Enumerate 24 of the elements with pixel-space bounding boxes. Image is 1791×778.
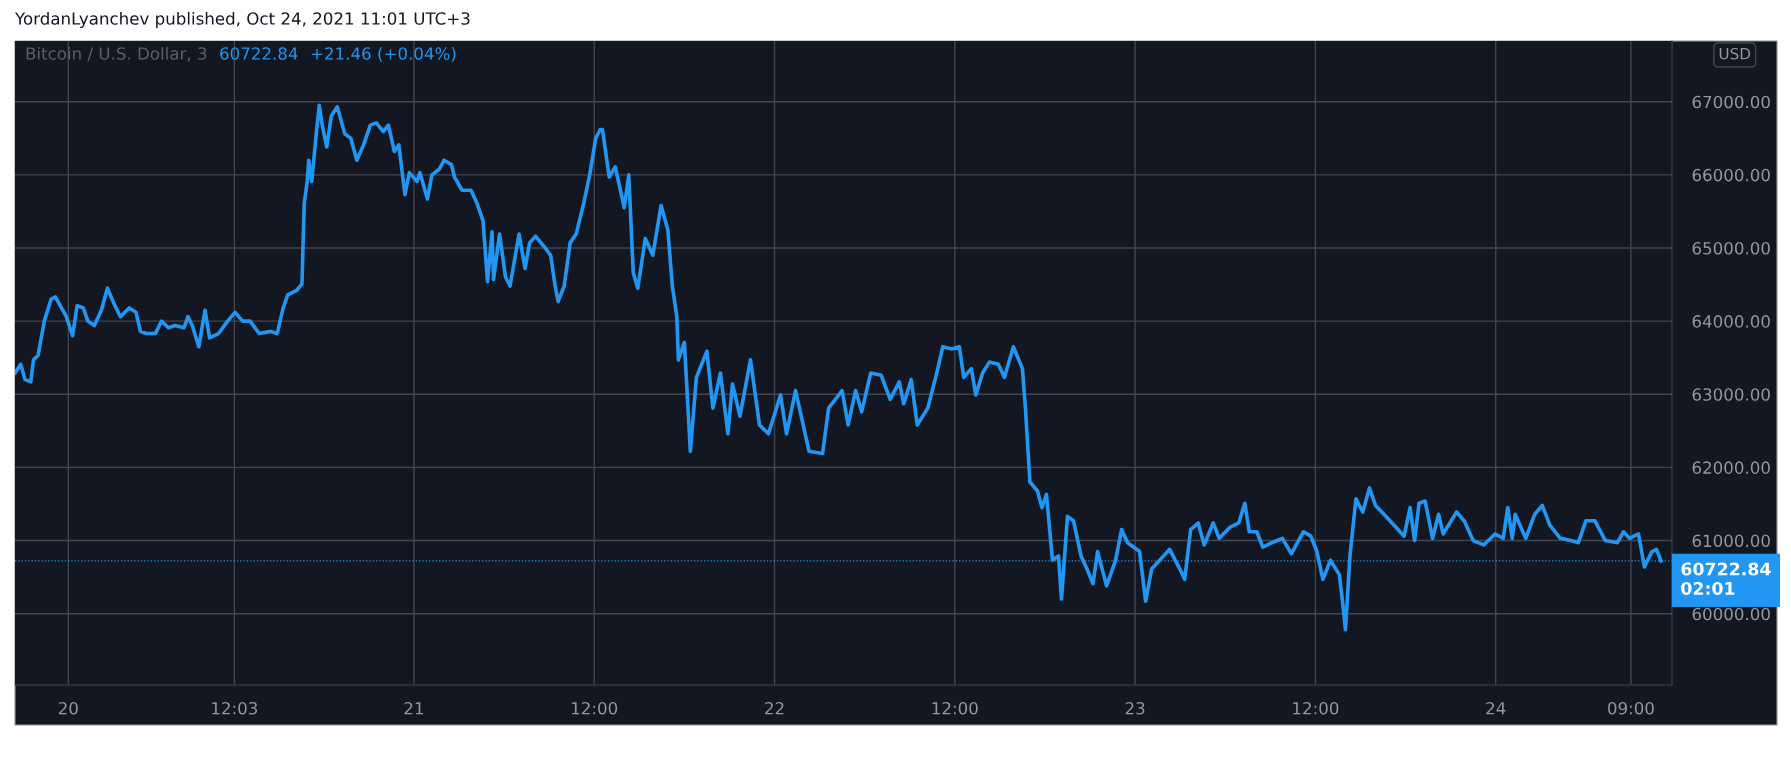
x-tick-label: 12:00 [572, 701, 618, 715]
chart-subtitle: Bitcoin / U.S. Dollar, 3 [26, 46, 207, 62]
annotation: 60722.84 [220, 47, 298, 60]
y-tick-label: 67000.00 [1692, 95, 1770, 109]
x-tick-label: 09:00 [1608, 701, 1654, 715]
x-tick-label: 20 [58, 701, 78, 715]
y-axis-title: USD [1719, 47, 1751, 60]
chart-title: YordanLyanchev published, Oct 24, 2021 11:01 UTC+3 [14, 11, 470, 29]
y-tick-label: 66000.00 [1692, 168, 1770, 182]
ref-line-label: 60722.84 02:01 [1681, 562, 1771, 596]
x-tick-label: 23 [1125, 701, 1145, 715]
x-tick-label: 12:00 [1293, 701, 1339, 715]
y-tick-label: 62000.00 [1692, 461, 1770, 474]
x-tick-label: 22 [765, 701, 784, 715]
y-tick-label: 60000.00 [1692, 607, 1770, 621]
x-tick-label: 12:03 [212, 701, 258, 715]
y-tick-label: 64000.00 [1692, 315, 1770, 328]
y-tick-label: 61000.00 [1692, 534, 1770, 548]
y-tick-label: 63000.00 [1692, 388, 1770, 401]
x-tick-label: 24 [1486, 701, 1506, 715]
annotation: +21.46 (+0.04%) [311, 46, 456, 62]
x-tick-label: 12:00 [932, 701, 978, 715]
y-tick-label: 65000.00 [1692, 241, 1770, 255]
x-tick-label: 21 [404, 701, 423, 715]
